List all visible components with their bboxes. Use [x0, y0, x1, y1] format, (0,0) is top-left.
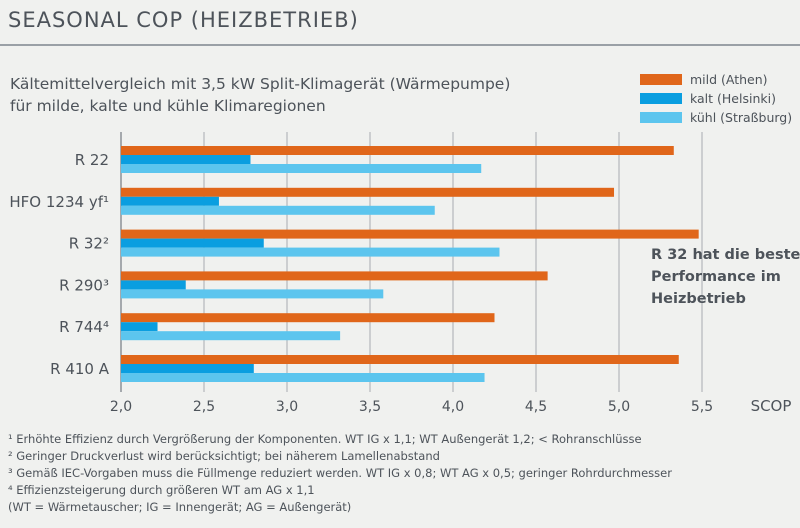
- x-tick-label-2: 3,0: [276, 399, 298, 415]
- category-label-3: R 290³: [59, 276, 109, 294]
- bar-kalt-1: [121, 196, 219, 206]
- category-label-2: R 32²: [69, 235, 109, 253]
- annotation-line-3: Heizbetrieb: [651, 291, 746, 307]
- bar-kuehl-2: [121, 247, 500, 257]
- bar-kuehl-0: [121, 164, 482, 173]
- legend-swatch-kuehl: [640, 112, 682, 123]
- bars: [121, 146, 699, 382]
- legend-label-kalt: kalt (Helsinki): [690, 91, 776, 106]
- bar-mild-4: [121, 313, 495, 323]
- legend: mild (Athen) kalt (Helsinki) kühl (Straß…: [640, 71, 792, 128]
- bar-mild-1: [121, 187, 615, 197]
- legend-item-kalt: kalt (Helsinki): [640, 90, 792, 107]
- bar-kalt-3: [121, 280, 186, 290]
- bar-mild-3: [121, 271, 548, 281]
- legend-label-kuehl: kühl (Straßburg): [690, 110, 793, 125]
- legend-item-mild: mild (Athen): [640, 71, 792, 88]
- x-tick-label-7: 5,5: [691, 399, 713, 415]
- chart-title: SEASONAL COP (HEIZBETRIEB): [8, 8, 359, 32]
- footnote-5: (WT = Wärmetauscher; IG = Innengerät; AG…: [8, 500, 352, 514]
- subtitle-line-1: Kältemittelvergleich mit 3,5 kW Split-Kl…: [10, 75, 511, 93]
- x-axis-ticks: 2,0 2,5 3,0 3,5 4,0 4,5 5,0 5,5: [110, 399, 713, 415]
- category-label-0: R 22: [75, 151, 109, 169]
- annotation: R 32 hat die beste Performance im Heizbe…: [651, 247, 800, 307]
- chart-subtitle: Kältemittelvergleich mit 3,5 kW Split-Kl…: [10, 73, 510, 117]
- footnote-2: ² Geringer Druckverlust wird berücksicht…: [8, 449, 440, 463]
- title-divider: [0, 44, 800, 46]
- bar-kuehl-5: [121, 373, 485, 382]
- bar-mild-5: [121, 355, 679, 364]
- x-tick-label-4: 4,0: [442, 399, 464, 415]
- grid-lines: [120, 132, 703, 392]
- footnote-3: ³ Gemäß IEC-Vorgaben muss die Füllmenge …: [8, 466, 672, 480]
- footnotes: ¹ Erhöhte Effizienz durch Vergrößerung d…: [8, 431, 672, 516]
- category-label-4: R 744⁴: [59, 318, 109, 336]
- x-tick-label-0: 2,0: [110, 399, 132, 415]
- x-tick-label-5: 4,5: [525, 399, 547, 415]
- category-label-5: R 410 A: [50, 360, 110, 378]
- bar-kuehl-3: [121, 289, 384, 299]
- footnote-1: ¹ Erhöhte Effizienz durch Vergrößerung d…: [8, 432, 642, 446]
- x-tick-label-1: 2,5: [193, 399, 215, 415]
- x-tick-label-6: 5,0: [608, 399, 630, 415]
- bar-mild-0: [121, 146, 674, 155]
- bar-kuehl-1: [121, 205, 435, 215]
- category-labels: R 22 HFO 1234 yf¹ R 32² R 290³ R 744⁴ R 410 A: [9, 151, 109, 378]
- subtitle-line-2: für milde, kalte und kühle Klimaregionen: [10, 97, 326, 115]
- bar-mild-2: [121, 229, 699, 239]
- legend-swatch-kalt: [640, 93, 682, 104]
- category-label-1: HFO 1234 yf¹: [9, 193, 109, 211]
- x-axis-label: SCOP: [751, 397, 792, 415]
- annotation-line-1: R 32 hat die beste: [651, 247, 800, 263]
- bar-kuehl-4: [121, 331, 341, 341]
- x-tick-label-3: 3,5: [359, 399, 381, 415]
- bar-kalt-5: [121, 364, 254, 373]
- annotation-line-2: Performance im: [651, 269, 781, 285]
- bar-kalt-4: [121, 322, 158, 332]
- bar-kalt-0: [121, 155, 251, 164]
- legend-label-mild: mild (Athen): [690, 72, 768, 87]
- footnote-4: ⁴ Effizienzsteigerung durch größeren WT …: [8, 483, 315, 497]
- legend-item-kuehl: kühl (Straßburg): [640, 109, 792, 126]
- bar-kalt-2: [121, 238, 264, 248]
- legend-swatch-mild: [640, 74, 682, 85]
